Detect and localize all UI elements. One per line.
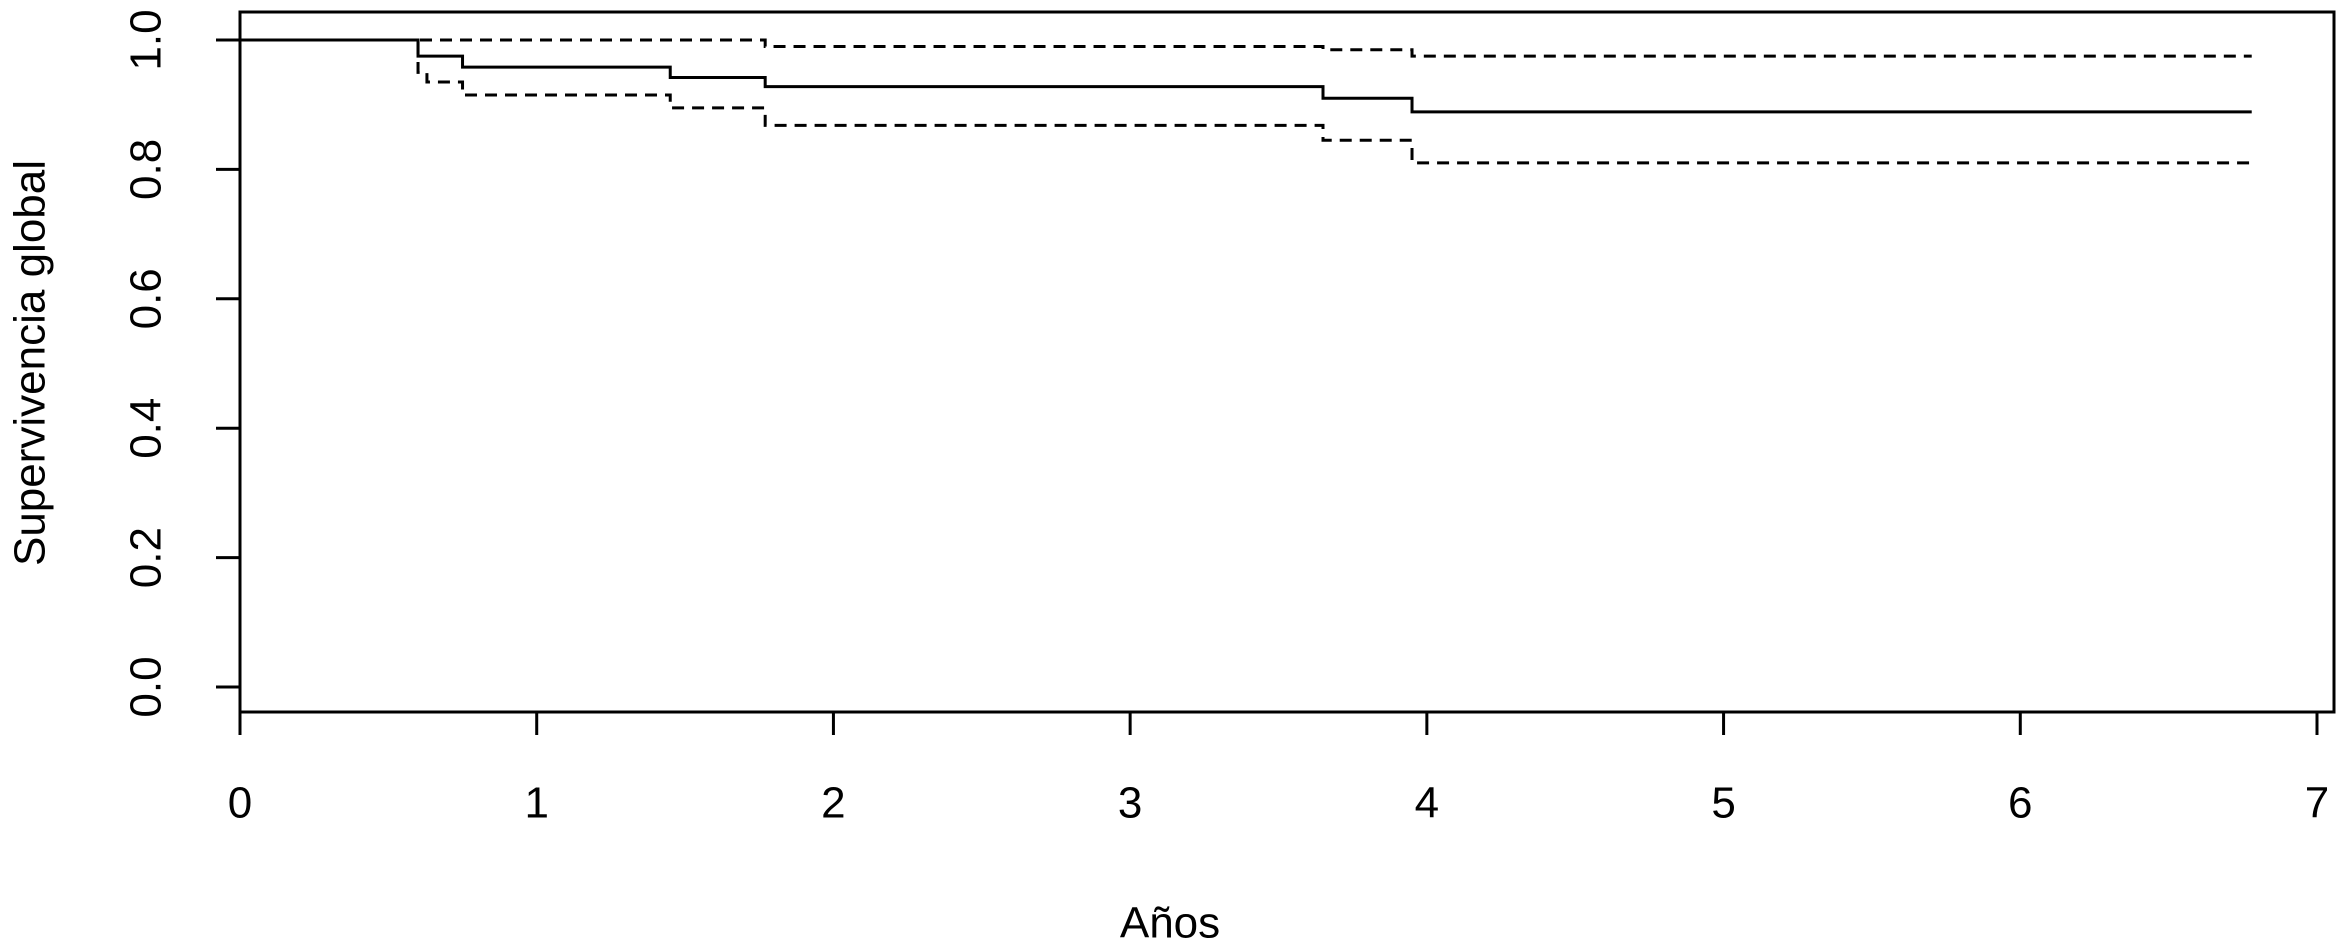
x-tick-label: 5 [1711,779,1735,828]
x-tick-label: 6 [2008,779,2032,828]
x-tick-label: 0 [228,779,252,828]
y-tick-label: 0.6 [122,268,171,329]
plot-box [238,10,2336,714]
survival-line [240,38,2252,165]
x-axis-label: Años [1120,899,1220,948]
y-tick-label: 0.2 [122,527,171,588]
survival-line [240,38,2252,58]
x-tick-label: 3 [1118,779,1142,828]
y-axis-label: Supervivencia global [6,160,55,566]
x-tick-label: 7 [2305,779,2329,828]
x-tick-label: 1 [524,779,548,828]
y-tick-label: 0.0 [122,656,171,717]
x-tick-label: 2 [821,779,845,828]
survival-line [240,38,2252,114]
y-tick-label: 0.4 [122,398,171,459]
y-tick-label: 1.0 [122,9,171,70]
x-tick-label: 4 [1415,779,1439,828]
y-tick-label: 0.8 [122,139,171,200]
